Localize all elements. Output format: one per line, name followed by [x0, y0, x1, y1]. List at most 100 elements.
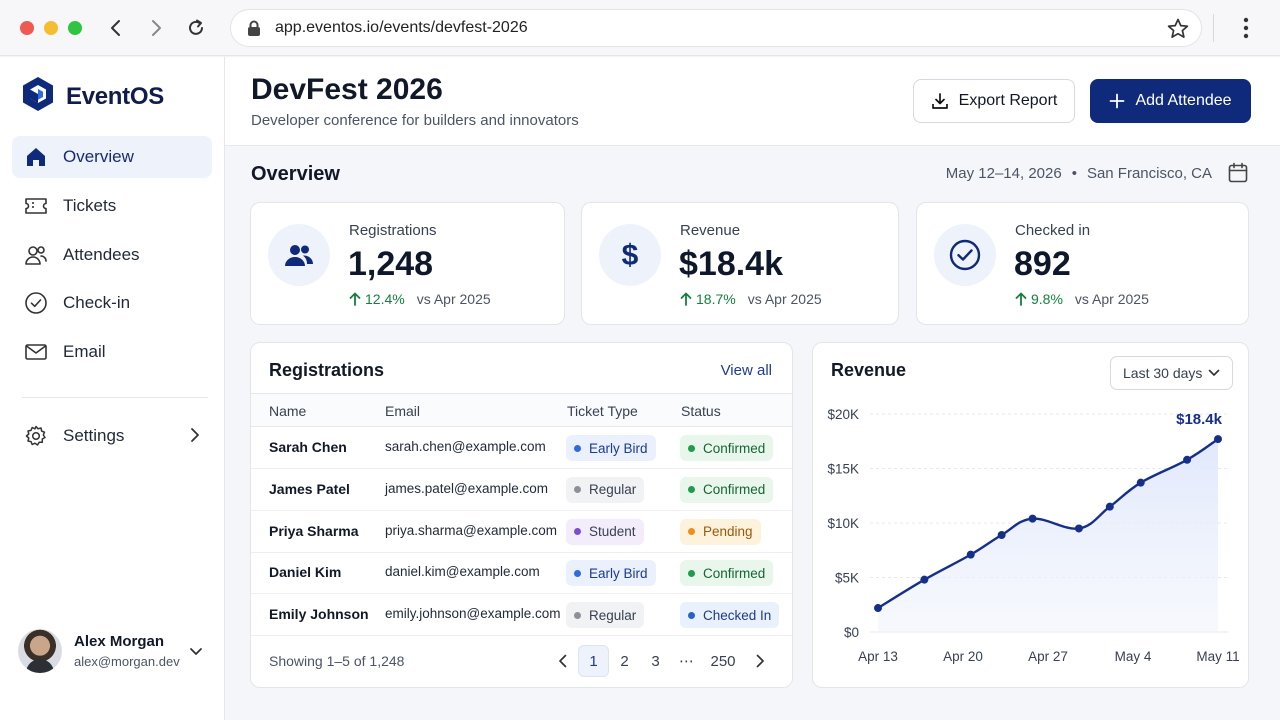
user-menu[interactable]: Alex Morgan alex@morgan.dev — [18, 627, 213, 675]
plus-icon — [1110, 93, 1125, 109]
status-label: Confirmed — [703, 482, 766, 498]
ticket-type-label: Early Bird — [589, 565, 648, 581]
table-row[interactable]: James Patel james.patel@example.com Regula… — [251, 469, 792, 511]
revenue-title: Revenue — [831, 360, 907, 380]
ticket-type-badge: Early Bird — [566, 560, 656, 587]
status-dot — [688, 444, 695, 452]
table-row[interactable]: Emily Johnson emily.johnson@example.com Re… — [251, 594, 792, 637]
page-button-last[interactable]: 250 — [710, 652, 736, 670]
revenue-line — [877, 438, 1219, 610]
column-header-email[interactable]: Email — [385, 403, 421, 419]
status-label: Pending — [703, 524, 753, 540]
pagination: 1 2 3 ⋯ 250 — [547, 644, 775, 678]
status-dot — [688, 486, 695, 494]
toolbar-divider — [1213, 14, 1214, 42]
back-icon[interactable] — [104, 16, 128, 40]
sidebar-item-label: Check-in — [63, 293, 131, 312]
page-button-3[interactable]: 3 — [651, 652, 660, 670]
ticket-type-dot — [574, 611, 581, 619]
add-attendee-label: Add Attendee — [1135, 92, 1232, 109]
meta-separator: • — [1071, 164, 1077, 182]
add-attendee-button[interactable]: Add Attendee — [1090, 79, 1251, 123]
page-button-2[interactable]: 2 — [620, 652, 629, 670]
ticket-type-badge: Early Bird — [566, 435, 656, 461]
ticket-type-dot — [574, 486, 581, 494]
star-icon[interactable] — [1167, 18, 1189, 44]
sidebar-item-overview[interactable]: Overview — [12, 136, 212, 178]
page-button-1[interactable]: 1 — [578, 645, 609, 677]
stat-delta-value: 9.8% — [1031, 291, 1063, 307]
address-bar[interactable]: app.eventos.io/events/devfest-2026 — [230, 9, 1202, 47]
view-all-link[interactable]: View all — [720, 362, 772, 379]
stat-compare: vs Apr 2025 — [416, 291, 491, 307]
prev-page-icon[interactable] — [547, 645, 578, 677]
attendee-name: Sarah Chen — [269, 439, 347, 455]
attendee-email: james.patel@example.com — [385, 480, 549, 496]
minimize-window-button[interactable] — [44, 21, 58, 35]
sidebar-divider — [22, 397, 208, 398]
sidebar-item-tickets[interactable]: Tickets — [12, 185, 212, 227]
download-icon — [931, 93, 948, 109]
stat-delta: 12.4% vs Apr 2025 — [349, 291, 491, 307]
section-title: Overview — [251, 163, 340, 185]
users-icon — [268, 224, 330, 286]
status-dot — [688, 528, 695, 536]
table-row[interactable]: Sarah Chen sarah.chen@example.com Early Bi… — [251, 427, 792, 469]
status-badge: Pending — [680, 518, 761, 545]
sidebar-item-check-in[interactable]: Check-in — [12, 282, 212, 324]
close-window-button[interactable] — [20, 21, 34, 35]
sidebar-item-label: Tickets — [63, 196, 117, 215]
brand-name: EventOS — [66, 82, 164, 110]
status-dot — [688, 611, 695, 619]
attendee-email: emily.johnson@example.com — [385, 606, 561, 622]
column-header-status[interactable]: Status — [681, 403, 721, 419]
sidebar-item-settings[interactable]: Settings — [12, 415, 212, 457]
ticket-type-dot — [574, 444, 581, 452]
table-row[interactable]: Daniel Kim daniel.kim@example.com Early Bi… — [251, 552, 792, 595]
next-page-icon[interactable] — [744, 645, 775, 677]
column-header-name[interactable]: Name — [269, 403, 307, 419]
calendar-icon[interactable] — [1228, 162, 1248, 184]
ticket-icon — [24, 194, 48, 218]
kebab-menu-icon[interactable] — [1236, 16, 1256, 40]
status-badge: Checked In — [680, 602, 780, 629]
ticket-type-badge: Regular — [566, 476, 645, 503]
export-report-button[interactable]: Export Report — [913, 79, 1075, 123]
page-subtitle: Developer conference for builders and in… — [251, 112, 579, 129]
arrow-up-icon — [680, 292, 692, 306]
user-name: Alex Morgan — [74, 633, 165, 650]
data-point — [874, 604, 882, 613]
date-range-value: Last 30 days — [1123, 365, 1203, 381]
table-row[interactable]: Priya Sharma priya.sharma@example.com Stud… — [251, 511, 792, 553]
brand[interactable]: EventOS — [22, 76, 164, 117]
column-header-ticket-type[interactable]: Ticket Type — [567, 403, 638, 419]
stat-card-checked-in[interactable]: Checked in 892 9.8% vs Apr 2025 — [916, 202, 1249, 325]
sidebar-item-email[interactable]: Email — [12, 331, 212, 373]
sidebar-item-label: Attendees — [63, 245, 140, 264]
data-point — [1183, 455, 1192, 464]
x-tick-label: Apr 20 — [943, 649, 983, 664]
maximize-window-button[interactable] — [68, 21, 82, 35]
ticket-type-badge: Student — [566, 518, 644, 545]
users-icon — [24, 243, 48, 267]
data-point — [1214, 435, 1222, 444]
stat-delta-value: 18.7% — [696, 291, 736, 307]
table-header: Name Email Ticket Type Status — [251, 393, 792, 427]
forward-icon[interactable] — [144, 16, 168, 40]
ticket-type-label: Regular — [589, 482, 637, 498]
revenue-card: $0 $5K $10K $15K $20K Apr 13 Apr 20 Apr 27 May 4… — [812, 342, 1249, 688]
status-label: Confirmed — [703, 565, 766, 581]
date-range-select[interactable]: Last 30 days — [1110, 356, 1233, 390]
stat-card-revenue[interactable]: $ Revenue $18.4k 18.7% vs Apr 2025 — [581, 202, 899, 325]
ticket-type-dot — [574, 528, 581, 536]
arrow-up-icon — [1015, 292, 1027, 306]
stat-card-registrations[interactable]: Registrations 1,248 12.4% vs Apr 2025 — [250, 202, 565, 325]
y-tick-label: $20K — [827, 407, 859, 422]
y-tick-label: $0 — [844, 625, 859, 640]
stat-delta-value: 12.4% — [365, 291, 405, 307]
data-point — [1105, 502, 1114, 511]
reload-icon[interactable] — [184, 16, 208, 40]
attendee-email: daniel.kim@example.com — [385, 564, 540, 580]
sidebar-item-attendees[interactable]: Attendees — [12, 234, 212, 276]
attendee-email: priya.sharma@example.com — [385, 522, 558, 538]
